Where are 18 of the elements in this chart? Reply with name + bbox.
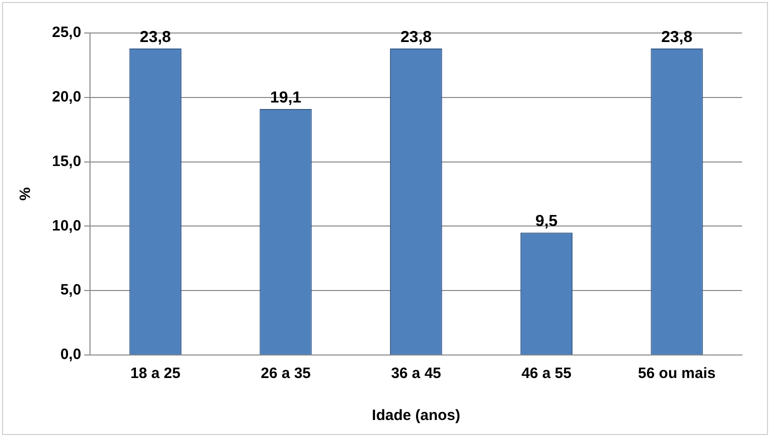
y-tick-label: 0,0 [60, 346, 82, 364]
y-tick-label: 15,0 [52, 152, 82, 170]
data-label: 23,8 [140, 28, 172, 46]
data-label: 23,8 [661, 28, 692, 46]
y-tick-label: 5,0 [60, 282, 82, 299]
data-label: 23,8 [400, 28, 432, 46]
data-label: 19,1 [270, 89, 302, 106]
y-tick-label: 20,0 [52, 88, 82, 106]
x-tick-label: 36 a 45 [391, 365, 442, 382]
x-axis-title: Idade (anos) [372, 407, 460, 424]
y-tick-label: 25,0 [52, 24, 82, 42]
y-axis-title: % [17, 187, 34, 201]
data-label: 9,5 [535, 213, 558, 230]
x-tick-label: 46 a 55 [521, 365, 572, 382]
y-tick-label: 10,0 [52, 217, 82, 234]
x-tick-label: 26 a 35 [260, 365, 311, 382]
x-tick-label: 56 ou mais [638, 365, 716, 382]
x-tick-label: 18 a 25 [130, 365, 180, 382]
